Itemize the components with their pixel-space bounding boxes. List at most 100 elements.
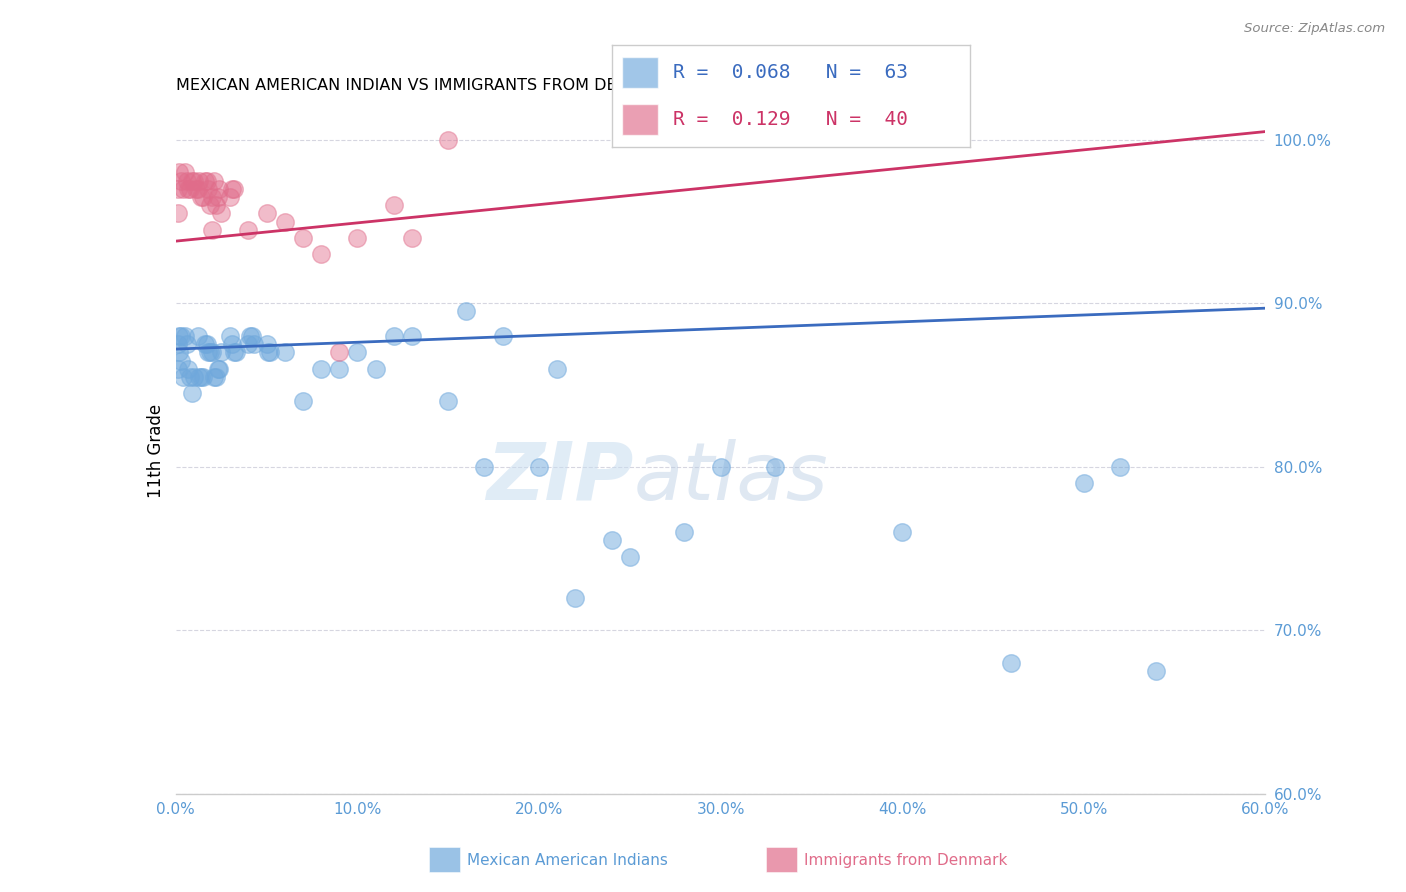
Point [239,329,262,343]
Point [184,182,207,196]
Point [179,182,201,196]
Point [170,329,193,343]
Point [256,206,278,220]
Point [208,182,231,196]
Point [221,182,243,196]
Point [200,345,222,359]
Point [201,190,224,204]
Point [346,345,368,359]
Point [219,329,242,343]
Bar [623,104,658,135]
Point [173,329,195,343]
Text: MEXICAN AMERICAN INDIAN VS IMMIGRANTS FROM DENMARK 11TH GRADE CORRELATION CHART: MEXICAN AMERICAN INDIAN VS IMMIGRANTS FR… [176,78,963,94]
Point [204,198,226,212]
Point [197,182,219,196]
Point [183,173,205,188]
Point [291,231,314,245]
Point [619,549,641,564]
Point [172,369,194,384]
Point [186,329,209,343]
Point [243,337,266,351]
Point [200,198,222,212]
Point [209,206,232,220]
Point [172,182,194,196]
Point [291,394,314,409]
Point [546,361,568,376]
Point [1109,459,1132,474]
Text: atlas: atlas [633,439,828,517]
Point [195,173,218,188]
Point [208,361,231,376]
Point [194,173,217,188]
Point [183,369,205,384]
Point [222,182,245,196]
Point [673,525,696,540]
Point [177,361,200,376]
Point [527,459,550,474]
Point [1073,476,1095,491]
Point [456,304,478,318]
Point [173,165,195,179]
Text: R =  0.068   N =  63: R = 0.068 N = 63 [672,62,907,82]
Point [169,329,191,343]
Point [274,214,297,228]
Point [207,190,229,204]
Point [256,337,278,351]
Point [195,337,218,351]
Point [259,345,281,359]
Point [309,361,332,376]
Point [1146,664,1168,678]
Point [207,361,229,376]
Bar [623,57,658,87]
Point [202,369,225,384]
Text: ZIP: ZIP [486,439,633,517]
Point [891,525,914,540]
Y-axis label: 11th Grade: 11th Grade [146,403,165,498]
Point [166,361,188,376]
Point [710,459,733,474]
Point [194,337,217,351]
Point [209,345,232,359]
Point [221,337,243,351]
Point [238,337,260,351]
Point [328,361,350,376]
Point [309,247,332,261]
Point [382,198,405,212]
Point [328,345,350,359]
Point [240,329,263,343]
Point [763,459,786,474]
Point [166,182,188,196]
Point [1000,656,1022,670]
Point [169,345,191,359]
Point [238,222,260,236]
Point [202,173,225,188]
Point [364,361,387,376]
Point [492,329,515,343]
Point [204,369,226,384]
Point [201,345,224,359]
Point [191,369,214,384]
Point [181,386,204,401]
Point [188,173,211,188]
Point [257,345,280,359]
Point [274,345,297,359]
Point [190,369,212,384]
Point [176,337,198,351]
Point [219,190,242,204]
Point [170,353,193,368]
Point [169,165,191,179]
Point [197,345,219,359]
Point [176,173,198,188]
Text: Mexican American Indians: Mexican American Indians [467,853,668,868]
Point [474,459,496,474]
Point [346,231,368,245]
Point [201,222,224,236]
Point [600,533,623,548]
Point [437,394,460,409]
Point [186,182,209,196]
Point [190,190,212,204]
Text: Source: ZipAtlas.com: Source: ZipAtlas.com [1244,22,1385,36]
Point [166,206,188,220]
Point [181,173,204,188]
Point [382,329,405,343]
